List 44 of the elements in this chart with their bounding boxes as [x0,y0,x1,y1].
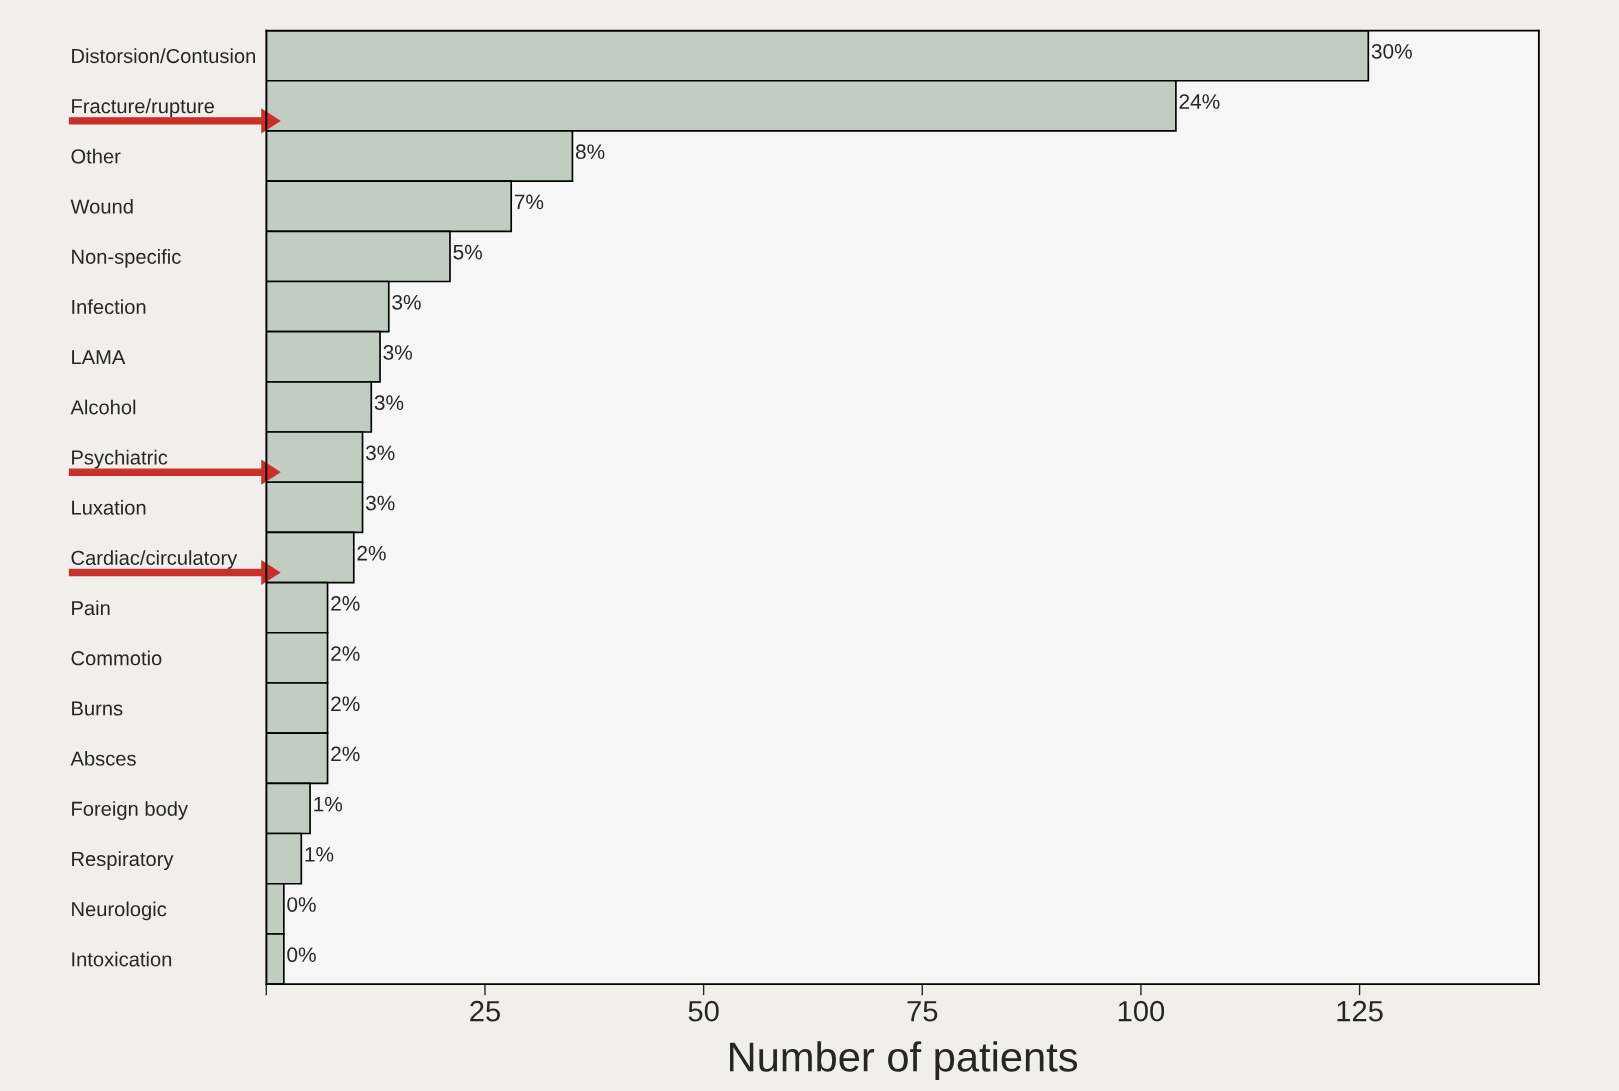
annotation: 2% [331,696,360,712]
annotation: 3% [383,345,413,360]
y-tick-label: Pain [72,600,110,616]
annotation: 2% [331,746,360,762]
annotation: 1% [314,796,343,812]
x-tick-label: 50 [688,1000,719,1022]
y-tick-label: Other [71,148,121,164]
annotation: 1% [305,847,334,862]
y-tick-label: Intoxication [72,951,172,967]
y-tick-label: Cardiac/circulatory [71,550,238,569]
annotation: 8% [575,144,605,160]
y-tick-label: Respiratory [72,851,174,871]
y-tick-label: Alcohol [70,399,136,415]
y-tick-label: Distorsion/Contusion [72,48,255,64]
annotation: 30% [1371,43,1412,59]
y-tick-label: Commotio [71,650,162,666]
annotation: 2% [331,646,360,661]
x-tick-label: 25 [470,1000,500,1022]
x-tick-label: 125 [1337,1000,1383,1022]
y-tick-label: Absces [70,750,136,766]
y-tick-label: Foreign body [72,801,188,820]
y-tick-label: Luxation [72,500,146,515]
annotation: 0% [287,947,316,963]
annotation: 3% [365,445,395,461]
annotation: 7% [514,194,544,210]
y-tick-label: Wound [70,198,133,214]
y-tick-label: Psychiatric [72,449,168,469]
x-axis-title: Number of patients [730,1041,1078,1080]
y-tick-label: Non-specific [72,249,181,268]
y-tick-label: Neurologic [72,901,167,921]
annotation: 24% [1179,94,1220,109]
y-tick-label: Infection [72,299,146,315]
annotation: 5% [453,244,482,260]
annotation: 2% [331,596,360,611]
x-tick-label: 100 [1118,1000,1165,1022]
y-tick-label: LAMA [72,350,126,365]
annotation: 3% [374,395,404,411]
x-tick-label: 75 [907,1001,938,1022]
annotation: 3% [365,495,395,511]
annotation: 3% [392,294,421,310]
y-tick-label: Fracture/rupture [72,98,214,118]
annotation: 2% [357,545,386,561]
annotation: 0% [287,897,316,912]
y-tick-label: Burns [72,701,123,716]
